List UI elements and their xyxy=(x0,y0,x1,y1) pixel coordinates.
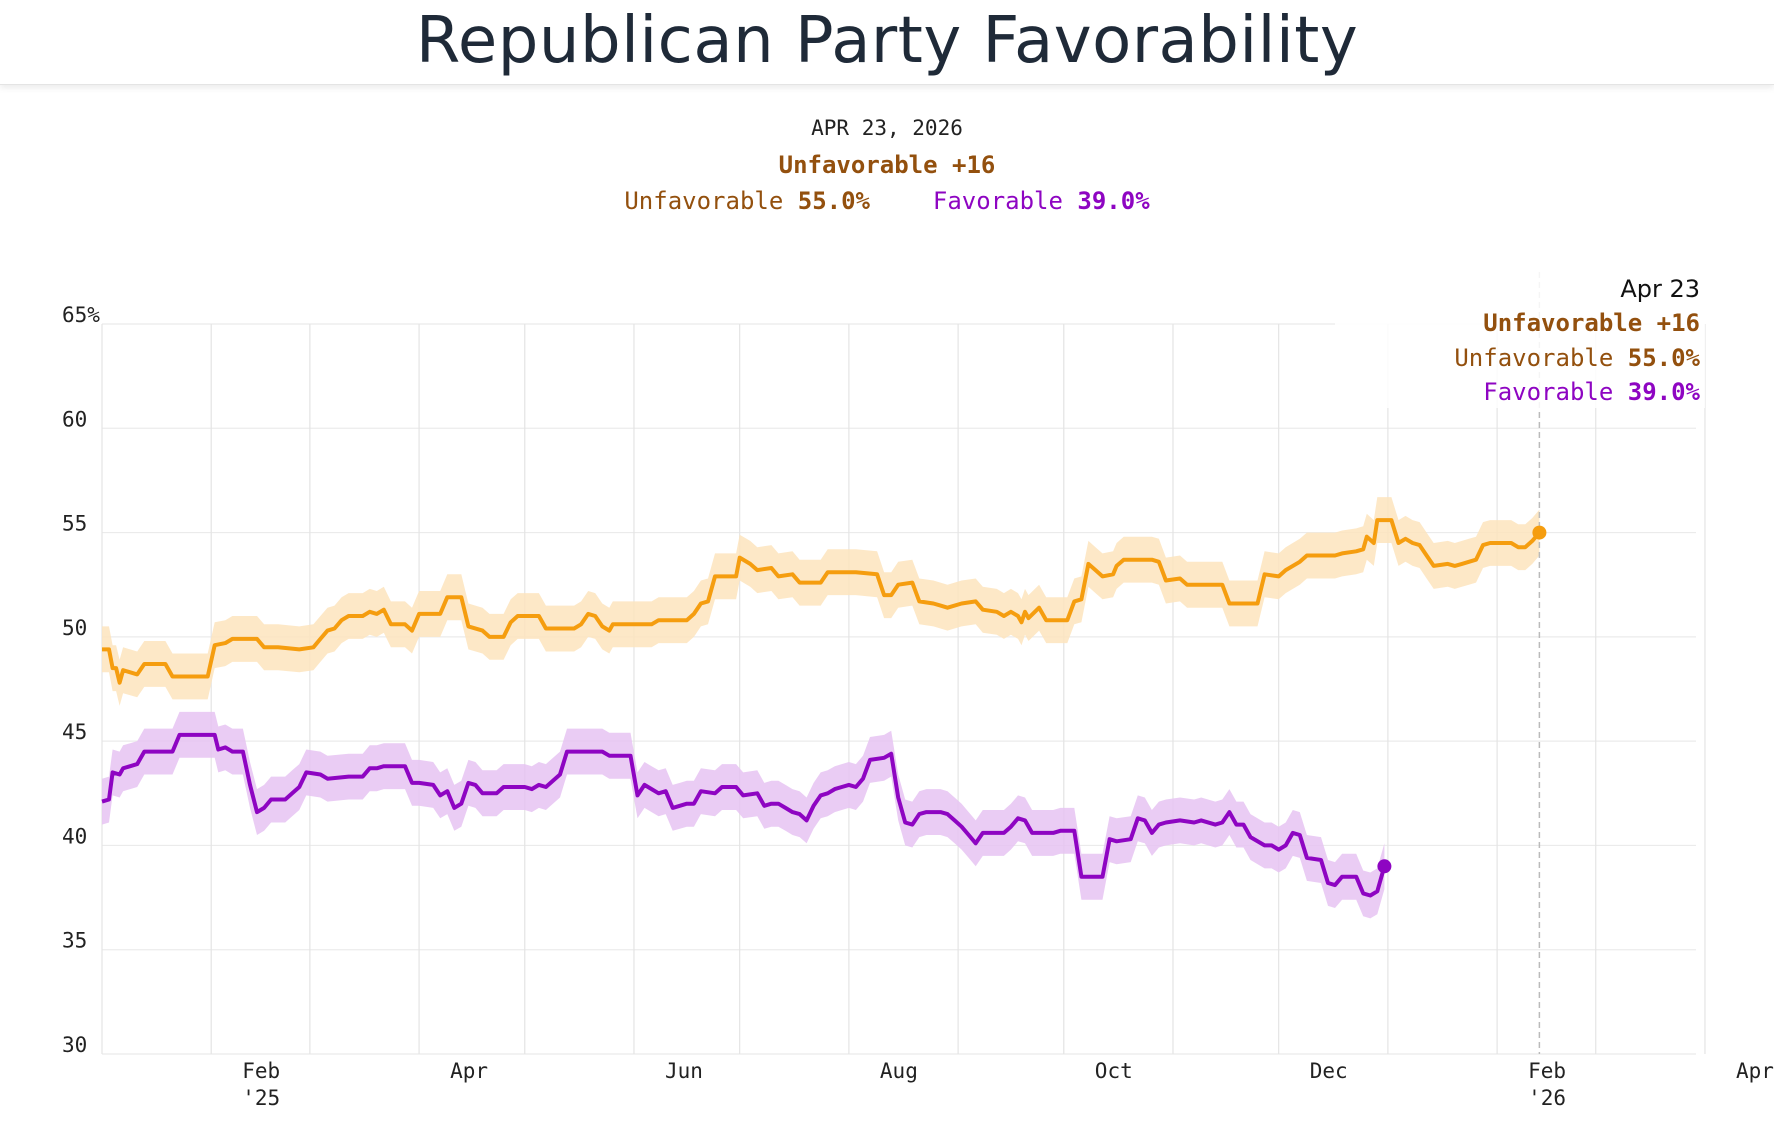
y-tick-label: 60 xyxy=(62,407,87,431)
tooltip-unfav: Unfavorable 55.0% xyxy=(1454,344,1700,372)
favorable-end-dot xyxy=(1377,859,1392,874)
x-tick-label: Apr xyxy=(450,1059,488,1083)
y-tick-label: 30 xyxy=(62,1033,87,1057)
x-tick-label: Oct xyxy=(1095,1059,1133,1083)
y-tick-label: 35 xyxy=(62,929,87,953)
summary-unfav-value: 55.0% xyxy=(797,187,870,215)
y-tick-label: 45 xyxy=(62,720,87,744)
unfavorable-band xyxy=(102,497,1540,706)
tooltip-fav: Favorable 39.0% xyxy=(1483,378,1700,406)
y-tick-label: 65% xyxy=(62,303,100,327)
x-tick-label: Apr xyxy=(1736,1059,1774,1083)
favorable-line xyxy=(101,732,1387,898)
x-axis: Feb '25 Apr Jun Aug Oct Dec Feb '26 Apr xyxy=(242,1059,1774,1110)
summary-values: Unfavorable 55.0% Favorable 39.0% xyxy=(0,187,1774,215)
x-tick-year-label: '26 xyxy=(1528,1086,1566,1110)
x-tick-label: Aug xyxy=(880,1059,918,1083)
summary-margin-text: Unfavorable +16 xyxy=(778,151,996,179)
tooltip-fav-value: 39.0% xyxy=(1628,378,1701,406)
gridlines xyxy=(101,323,1706,1055)
x-tick-label: Dec xyxy=(1310,1059,1348,1083)
tooltip-fav-label: Favorable xyxy=(1483,378,1613,406)
y-tick-label: 55 xyxy=(62,512,87,536)
end-dots xyxy=(1377,525,1547,874)
hover-tooltip: Apr 23 Unfavorable +16 Unfavorable 55.0%… xyxy=(1335,268,1705,408)
summary-unfav-label: Unfavorable xyxy=(624,187,784,215)
tooltip-unfav-value: 55.0% xyxy=(1628,344,1701,372)
unfavorable-line xyxy=(102,518,1541,685)
tooltip-date: Apr 23 xyxy=(1620,275,1700,303)
summary-fav-value: 39.0% xyxy=(1077,187,1150,215)
page-title: Republican Party Favorability xyxy=(415,4,1359,78)
y-tick-label: 40 xyxy=(62,824,87,848)
tooltip-unfav-label: Unfavorable xyxy=(1454,344,1613,372)
title-bar: Republican Party Favorability xyxy=(0,0,1774,85)
summary-fav-label: Favorable xyxy=(932,187,1063,215)
favorable-band xyxy=(102,711,1385,919)
x-tick-year-label: '25 xyxy=(242,1086,280,1110)
x-tick-label: Feb xyxy=(242,1059,280,1083)
series-lines xyxy=(101,518,1541,898)
tooltip-margin: Unfavorable +16 xyxy=(1483,309,1700,337)
y-axis: 30 35 40 45 50 55 60 65% xyxy=(62,303,100,1057)
unfavorable-end-dot xyxy=(1532,525,1547,540)
summary-margin: Unfavorable +16 xyxy=(0,151,1774,179)
uncertainty-bands xyxy=(102,497,1540,919)
summary-date: APR 23, 2026 xyxy=(811,116,963,140)
x-tick-label: Feb xyxy=(1528,1059,1566,1083)
y-tick-label: 50 xyxy=(62,616,87,640)
x-tick-label: Jun xyxy=(665,1059,703,1083)
